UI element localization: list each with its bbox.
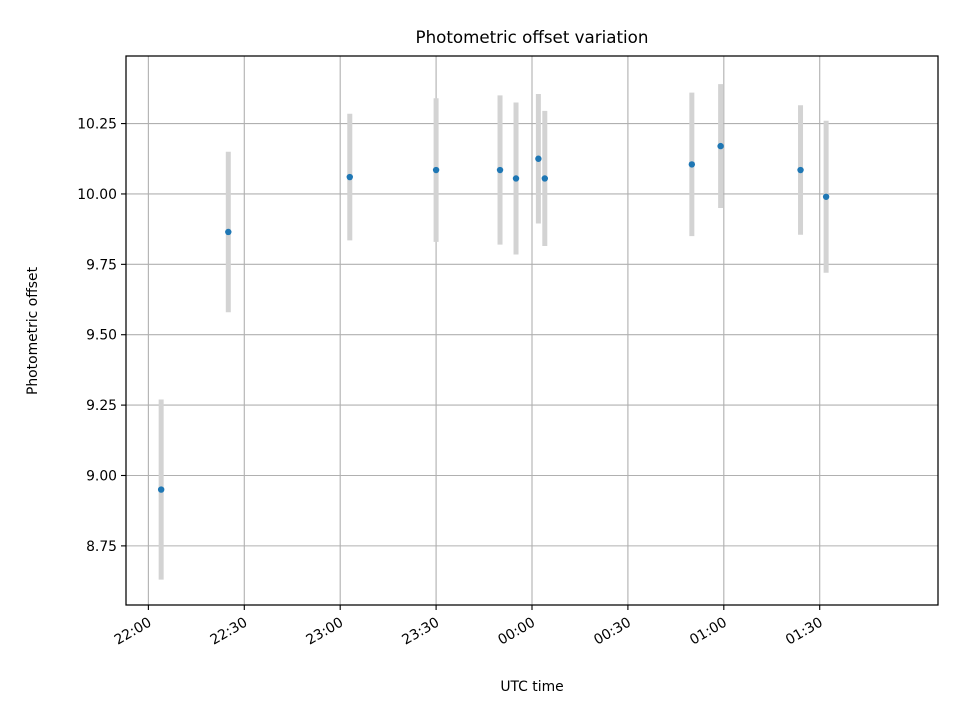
data-point [541, 175, 548, 182]
data-point [496, 166, 504, 174]
data-point [822, 193, 830, 200]
y-tick-label: 9.00 [86, 468, 117, 484]
y-tick-label: 8.75 [86, 539, 117, 555]
y-tick-label: 10.00 [77, 187, 117, 203]
data-point [717, 142, 724, 150]
y-axis-label: Photometric offset [25, 266, 41, 395]
data-point [225, 228, 232, 236]
x-axis-label: UTC time [500, 679, 563, 695]
data-points [157, 142, 830, 493]
y-tick-label: 9.75 [86, 257, 117, 273]
y-tick-label: 9.50 [86, 328, 117, 344]
data-point [432, 166, 440, 174]
y-axis-ticks: 8.75 9.00 9.25 9.50 9.75 10.00 10.25 [77, 117, 126, 555]
data-point [688, 161, 696, 168]
data-point [535, 155, 542, 162]
data-point [797, 166, 804, 174]
chart-title: Photometric offset variation [416, 27, 649, 47]
data-point [346, 173, 353, 181]
data-point [157, 486, 165, 493]
y-tick-label: 9.25 [86, 398, 117, 414]
y-tick-label: 10.25 [77, 117, 117, 133]
data-point [512, 175, 520, 182]
